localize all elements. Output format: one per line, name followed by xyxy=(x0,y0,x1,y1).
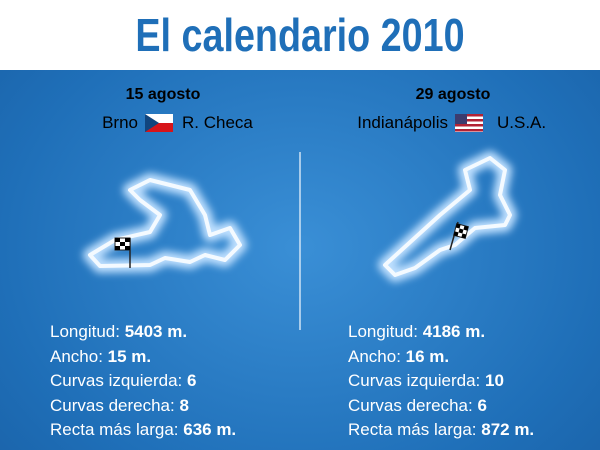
stat-label: Curvas derecha: xyxy=(50,395,175,415)
title-band xyxy=(0,0,600,70)
city: Brno xyxy=(102,113,138,132)
stat-label: Ancho: xyxy=(348,346,401,366)
city: Indianápolis xyxy=(357,113,448,132)
track-indianapolis xyxy=(378,151,517,282)
stat-label: Ancho: xyxy=(50,346,103,366)
stat-value: 872 m. xyxy=(481,420,535,439)
stat-label: Longitud: xyxy=(50,322,120,341)
stat-row: Curvas izquierda: 10 xyxy=(348,371,504,391)
stat-label: Curvas izquierda: xyxy=(50,371,183,390)
stat-row: Curvas derecha: 6 xyxy=(348,396,487,416)
country: R. Checa xyxy=(182,113,253,132)
stat-value: 8 xyxy=(179,395,189,415)
stat-value: 5403 m. xyxy=(124,322,188,341)
stat-row: Longitud: 4186 m. xyxy=(348,322,485,342)
stat-label: Recta más larga: xyxy=(50,420,179,439)
stat-value: 6 xyxy=(477,395,487,415)
date: 15 agosto xyxy=(125,86,201,103)
country: U.S.A. xyxy=(497,113,547,132)
title: El calendario 2010 xyxy=(135,9,465,61)
stat-row: Ancho: 16 m. xyxy=(348,347,449,367)
stat-value: 6 xyxy=(187,371,197,390)
stat-row: Recta más larga: 636 m. xyxy=(50,420,236,440)
checkered-flag xyxy=(114,237,131,268)
stat-value: 16 m. xyxy=(405,346,450,366)
checkered-flag xyxy=(449,221,469,251)
date: 29 agosto xyxy=(415,86,491,103)
stat-row: Ancho: 15 m. xyxy=(50,347,151,367)
stat-label: Recta más larga: xyxy=(348,420,477,439)
stat-row: Curvas derecha: 8 xyxy=(50,396,189,416)
stat-row: Curvas izquierda: 6 xyxy=(50,371,196,391)
stat-label: Longitud: xyxy=(348,322,418,341)
stat-value: 15 m. xyxy=(107,346,152,366)
stat-label: Curvas izquierda: xyxy=(348,371,481,390)
stat-label: Curvas derecha: xyxy=(348,395,473,415)
us-flag xyxy=(455,114,483,132)
stat-row: Longitud: 5403 m. xyxy=(50,322,187,342)
track-brno xyxy=(83,173,247,273)
stat-value: 636 m. xyxy=(183,420,237,439)
stat-value: 10 xyxy=(485,371,504,390)
stat-row: Recta más larga: 872 m. xyxy=(348,420,534,440)
stat-value: 4186 m. xyxy=(422,322,486,341)
czech-flag xyxy=(145,114,173,132)
